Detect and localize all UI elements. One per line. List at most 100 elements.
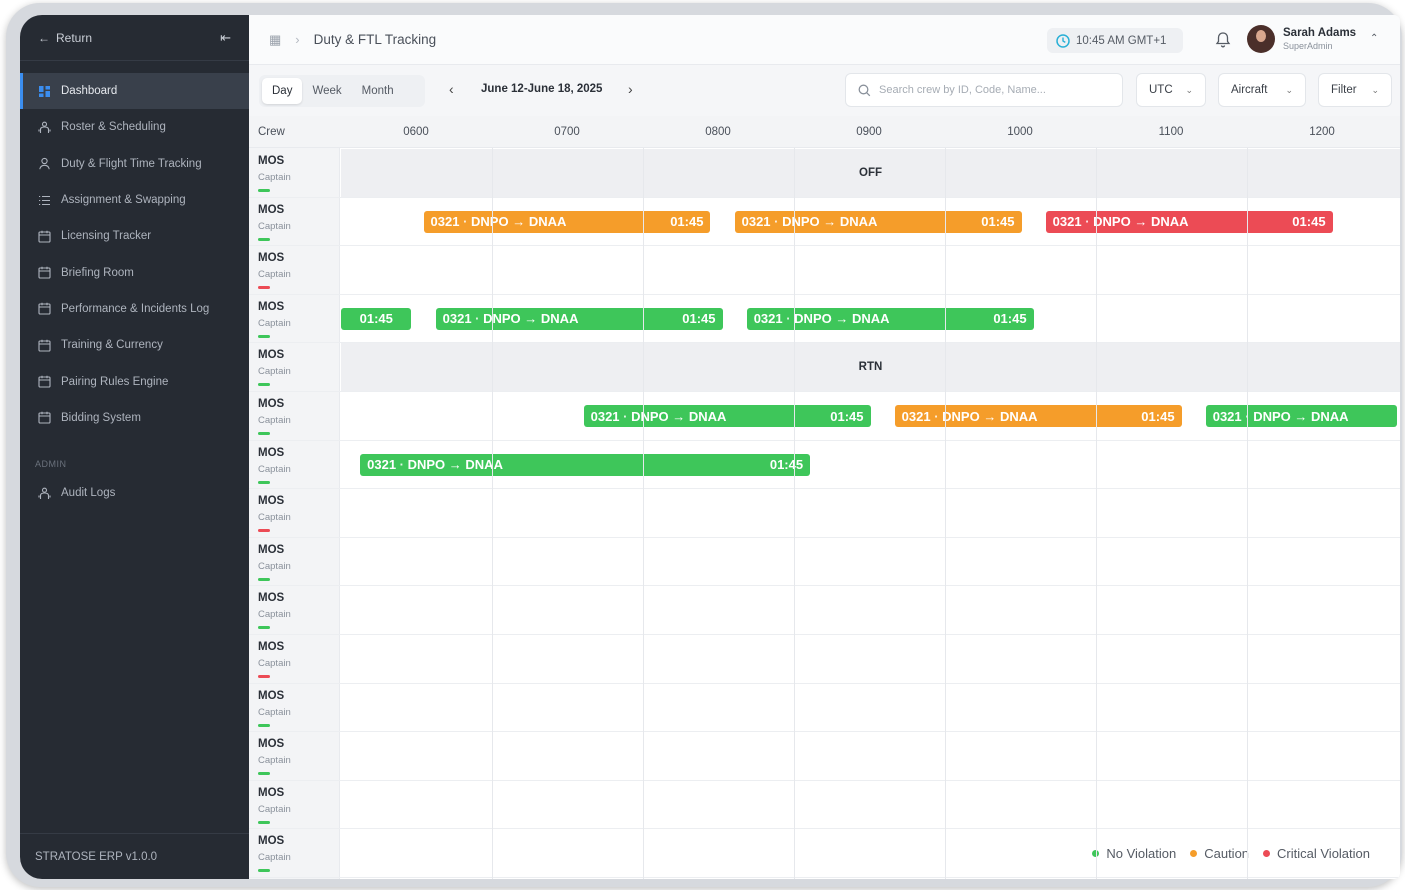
crew-name[interactable]: MOS [258, 835, 285, 848]
crew-name[interactable]: MOS [258, 252, 285, 265]
crew-name[interactable]: MOS [258, 592, 285, 605]
hour-gridline [1095, 148, 1097, 879]
flight-duty-bar[interactable]: 0321 · DNPO → DNAA 01:45 [423, 210, 711, 233]
filter-value: Filter [1331, 84, 1357, 96]
apps-grid-icon[interactable]: ▦ [269, 31, 282, 47]
duty-duration: 01:45 [981, 214, 1015, 230]
crew-row: MOS Captain 0321 · DNPO → DNAA 01:45 [249, 441, 1400, 490]
status-indicator [258, 189, 270, 192]
user-icon [37, 157, 51, 171]
arrow-right-icon: → [445, 457, 466, 473]
sidebar-item-assignment-swapping[interactable]: Assignment & Swapping [20, 182, 249, 218]
sidebar-item-label: Performance & Incidents Log [61, 302, 210, 315]
origin-code: DNPO [631, 408, 669, 424]
flight-duty-bar[interactable]: 0321 · DNPO → DNAA 01:45 [1045, 210, 1333, 233]
crew-name[interactable]: MOS [258, 689, 285, 702]
crew-row: MOS Captain 0321 · DNPO → DNAA 01:45 0321 · … [249, 392, 1400, 441]
user-menu[interactable]: Sarah Adams SuperAdmin [1247, 25, 1356, 53]
status-indicator [258, 869, 270, 873]
view-tab-week[interactable]: Week [312, 85, 342, 97]
sidebar: ← Return ⇤ Dashboard Roster & Scheduling D… [20, 15, 249, 879]
origin-code: DNPO [1093, 214, 1131, 230]
crew-name[interactable]: MOS [258, 543, 285, 556]
sidebar-item-duty-flight-time-tracking[interactable]: Duty & Flight Time Tracking [20, 146, 249, 182]
sidebar-item-bidding-system[interactable]: Bidding System [20, 400, 249, 436]
flight-number: 0321 [901, 408, 931, 424]
top-header: ▦ › Duty & FTL Tracking 10:45 AM GMT+1 S… [249, 15, 1400, 65]
flight-duty-bar[interactable]: 0321 · DNPO → DNAA 01:45 [360, 453, 811, 476]
hour-gridline [642, 148, 644, 879]
flight-duty-bar[interactable]: 0321 · DNPO → DNAA [1205, 405, 1398, 427]
flight-number: 0321 [442, 311, 472, 327]
status-indicator [258, 626, 270, 630]
view-tab-day[interactable]: Day [262, 78, 303, 104]
timezone-select[interactable]: UTC ⌄ [1136, 73, 1206, 107]
view-tab-month[interactable]: Month [361, 85, 394, 97]
crew-name[interactable]: MOS [258, 786, 285, 799]
destination-code: DNAA [465, 457, 503, 473]
duty-duration: 01:45 [1141, 408, 1175, 424]
arrow-right-icon: → [520, 311, 541, 327]
crew-row: MOS Captain [249, 684, 1400, 733]
crew-row: MOS Captain 01:45 0321 · DNPO → DNAA 01:45 03… [249, 295, 1400, 344]
chevron-right-icon[interactable]: › [628, 81, 633, 97]
hour-tick-label: 1000 [1007, 126, 1033, 138]
arrow-right-icon: → [1130, 214, 1151, 230]
crew-role: Captain [258, 706, 291, 718]
grid-icon [37, 84, 51, 98]
status-indicator [258, 237, 270, 241]
filter-select[interactable]: Filter ⌄ [1318, 73, 1392, 107]
sidebar-item-label: Training & Currency [61, 339, 163, 352]
crew-name[interactable]: MOS [258, 495, 285, 508]
sidebar-item-label: Pairing Rules Engine [61, 375, 169, 388]
search-icon [858, 84, 871, 96]
people-icon [37, 120, 51, 134]
sidebar-item-training-currency[interactable]: Training & Currency [20, 327, 249, 363]
crew-name[interactable]: MOS [258, 155, 285, 167]
return-button[interactable]: ← Return [38, 31, 92, 45]
sidebar-item-roster-scheduling[interactable]: Roster & Scheduling [20, 109, 249, 145]
crew-name[interactable]: MOS [258, 349, 285, 362]
crew-row: MOS Captain RTN [249, 343, 1400, 392]
sidebar-item-label: Bidding System [61, 411, 141, 424]
status-indicator [258, 820, 270, 824]
duty-duration: 01:45 [769, 457, 804, 473]
hour-tick-label: 0900 [856, 126, 882, 138]
crew-name[interactable]: MOS [258, 300, 285, 313]
crew-name[interactable]: MOS [258, 641, 285, 653]
duty-status-band[interactable]: OFF [341, 149, 1400, 197]
sidebar-item-performance-incidents-log[interactable]: Performance & Incidents Log [20, 291, 249, 327]
destination-code: DNAA [540, 311, 579, 327]
flight-duty-bar[interactable]: 0321 · DNPO → DNAA 01:45 [746, 307, 1034, 330]
sidebar-item-briefing-room[interactable]: Briefing Room [20, 254, 249, 290]
sidebar-item-pairing-rules-engine[interactable]: Pairing Rules Engine [20, 363, 249, 399]
duty-status-band[interactable]: RTN [341, 343, 1400, 392]
date-range: June 12-June 18, 2025 [481, 83, 603, 95]
aircraft-select[interactable]: Aircraft ⌄ [1218, 73, 1306, 107]
bell-icon[interactable] [1215, 31, 1231, 49]
duty-duration: 01:45 [670, 214, 704, 230]
flight-duty-bar[interactable]: 01:45 [341, 307, 412, 330]
crew-name[interactable]: MOS [258, 738, 285, 751]
search-input[interactable] [879, 84, 1109, 96]
crew-row: MOS Captain [249, 538, 1400, 587]
flight-route: 0321 · DNPO → DNAA [754, 311, 890, 326]
duty-timeline: Crew 0600 0700 0800 0900 1000 1100 1200 MOS Cap… [249, 116, 1400, 879]
flight-duty-bar[interactable]: 0321 · DNPO → DNAA 01:45 [894, 405, 1182, 427]
crew-name[interactable]: MOS [258, 203, 285, 216]
chevron-left-icon[interactable]: ‹ [449, 81, 454, 97]
calendar-icon [37, 302, 51, 316]
sidebar-item-dashboard[interactable]: Dashboard [20, 73, 249, 110]
calendar-icon [37, 229, 51, 243]
sidebar-item-audit-logs[interactable]: Audit Logs [20, 475, 249, 511]
sidebar-item-licensing-tracker[interactable]: Licensing Tracker [20, 218, 249, 254]
crew-name[interactable]: MOS [258, 446, 285, 459]
flight-duty-bar[interactable]: 0321 · DNPO → DNAA 01:45 [583, 405, 871, 427]
hour-tick-label: 1100 [1158, 126, 1184, 138]
collapse-icon[interactable]: ⇤ [220, 29, 231, 45]
flight-duty-bar[interactable]: 0321 · DNPO → DNAA 01:45 [435, 307, 723, 330]
flight-duty-bar[interactable]: 0321 · DNPO → DNAA 01:45 [734, 210, 1022, 233]
hour-gridline [491, 148, 493, 879]
crew-name[interactable]: MOS [258, 398, 285, 410]
chevron-up-icon[interactable]: ⌃ [1370, 33, 1379, 44]
